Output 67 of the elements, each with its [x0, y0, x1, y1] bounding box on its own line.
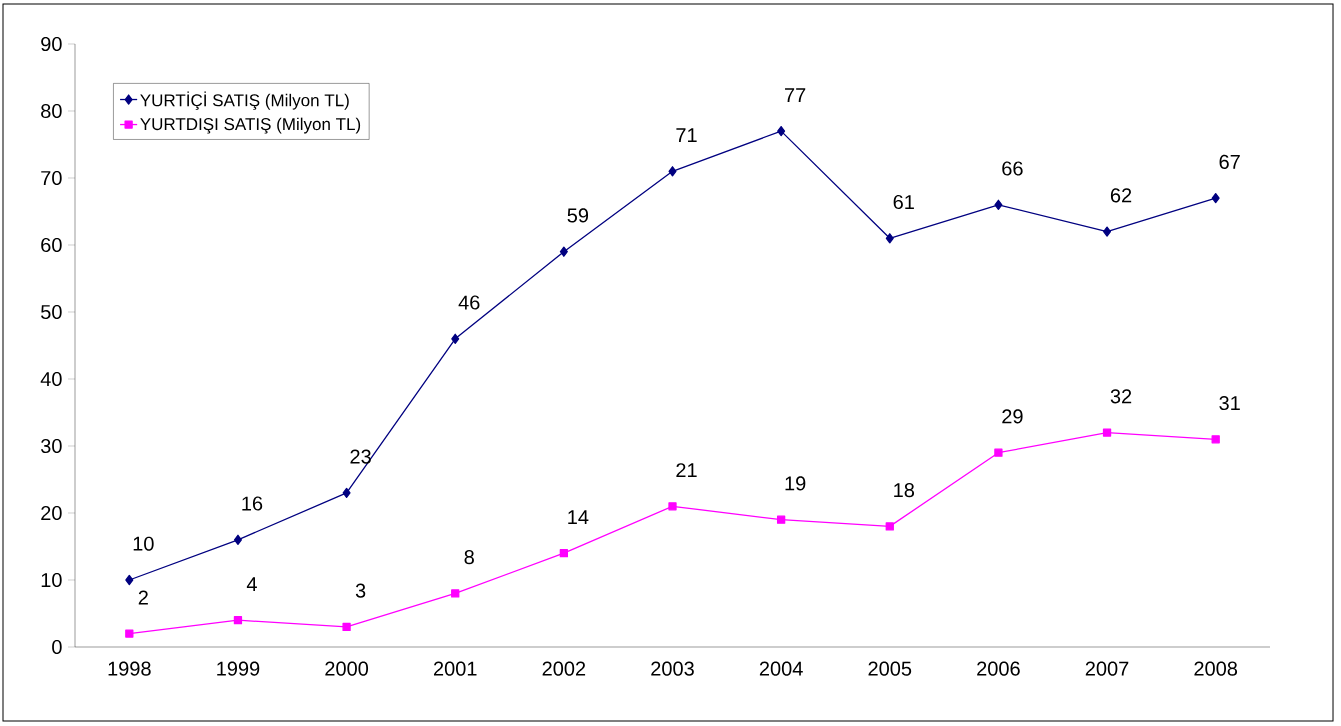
point	[233, 534, 242, 545]
point	[1211, 435, 1220, 444]
y-tick-label: 90	[41, 36, 62, 52]
y-tick-label: 20	[41, 505, 62, 521]
data-label: 67	[1219, 154, 1240, 169]
x-tick-label: 1999	[217, 661, 260, 676]
data-label: 18	[894, 483, 915, 498]
point	[994, 448, 1003, 457]
x-tick-label: 2005	[868, 661, 912, 676]
x-tick-label: 1998	[108, 661, 151, 676]
point	[776, 515, 786, 524]
data-label: 29	[1002, 409, 1023, 424]
point	[342, 487, 351, 499]
point	[559, 246, 568, 257]
y-tick-label: 70	[41, 170, 62, 186]
y-tick-label: 0	[52, 639, 62, 655]
data-label: 19	[785, 476, 806, 491]
data-label: 10	[133, 536, 154, 551]
data-label: 2	[138, 590, 148, 605]
x-tick-label: 2006	[977, 661, 1020, 676]
data-label: 16	[242, 496, 263, 511]
y-tick-label: 60	[41, 237, 62, 253]
point	[125, 629, 134, 638]
point	[777, 125, 786, 137]
y-tick-label: 30	[40, 438, 62, 454]
data-label: 62	[1110, 188, 1132, 203]
point	[668, 166, 677, 177]
data-label: 3	[355, 583, 366, 598]
data-label: 77	[785, 88, 806, 102]
data-label: 66	[1002, 161, 1023, 176]
y-tick-label: 50	[41, 304, 62, 320]
point	[885, 233, 894, 244]
data-label: 61	[893, 194, 914, 210]
x-tick-label: 2002	[542, 661, 586, 676]
data-label: 8	[464, 550, 474, 565]
point	[451, 333, 460, 344]
data-label: 32	[1110, 389, 1132, 404]
point	[994, 199, 1003, 210]
data-label: 71	[676, 128, 697, 143]
y-tick-label: 40	[40, 371, 62, 387]
data-label: 14	[568, 510, 589, 524]
data-label: 21	[676, 463, 697, 478]
x-tick-label: 2000	[325, 661, 369, 676]
data-label: 31	[1219, 395, 1240, 411]
point	[451, 589, 460, 598]
data-label: 46	[458, 295, 480, 310]
data-label: 4	[246, 577, 257, 591]
point	[885, 522, 894, 531]
point	[125, 574, 134, 586]
legend-label: YURTDIŞI SATIŞ (Milyon TL)	[140, 117, 361, 134]
data-label: 23	[350, 449, 371, 464]
point	[559, 549, 569, 558]
x-tick-label: 2008	[1194, 661, 1238, 676]
x-tick-label: 2004	[759, 661, 803, 676]
point	[1102, 428, 1112, 437]
point	[668, 502, 677, 511]
point	[233, 616, 243, 625]
x-tick-label: 2003	[651, 661, 694, 676]
point	[1103, 226, 1112, 237]
legend-label: YURTİÇİ SATIŞ (Milyon TL)	[140, 91, 349, 110]
point	[342, 622, 351, 632]
y-tick-label: 10	[41, 572, 62, 588]
x-tick-label: 2001	[433, 661, 477, 676]
x-tick-label: 2007	[1085, 661, 1129, 676]
data-label: 59	[567, 208, 589, 223]
y-tick-label: 80	[41, 103, 62, 119]
point	[1211, 192, 1220, 204]
